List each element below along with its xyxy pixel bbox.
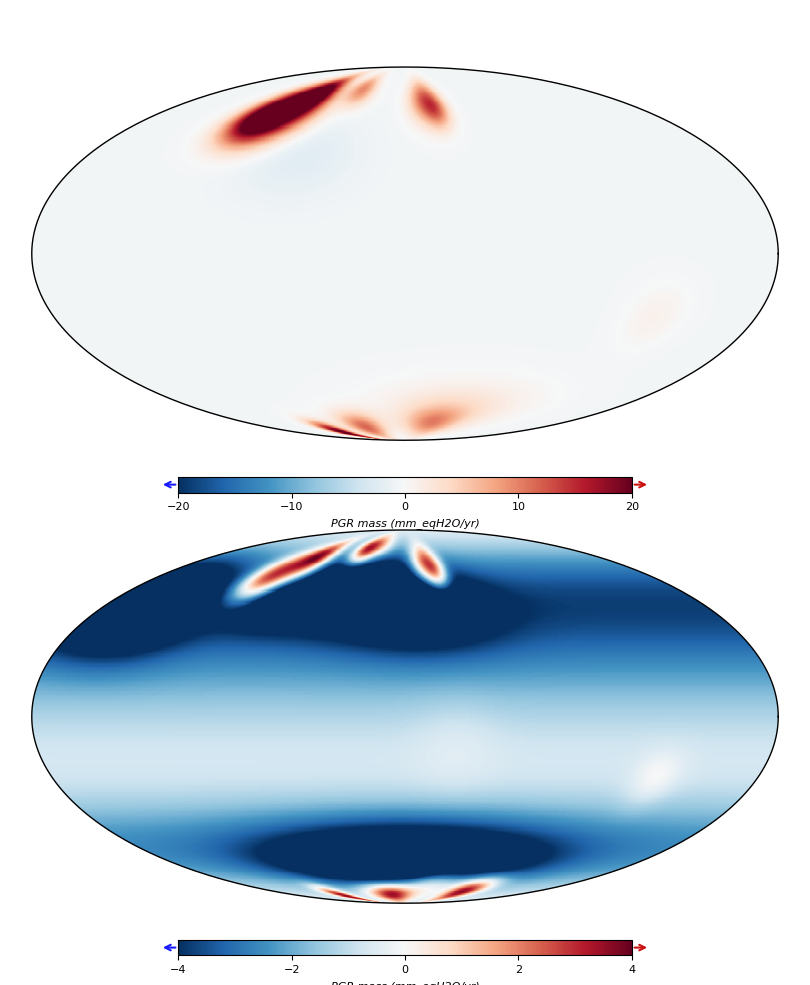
X-axis label: PGR mass (mm_eqH2O/yr): PGR mass (mm_eqH2O/yr): [330, 981, 480, 985]
X-axis label: PGR mass (mm_eqH2O/yr): PGR mass (mm_eqH2O/yr): [330, 518, 480, 529]
